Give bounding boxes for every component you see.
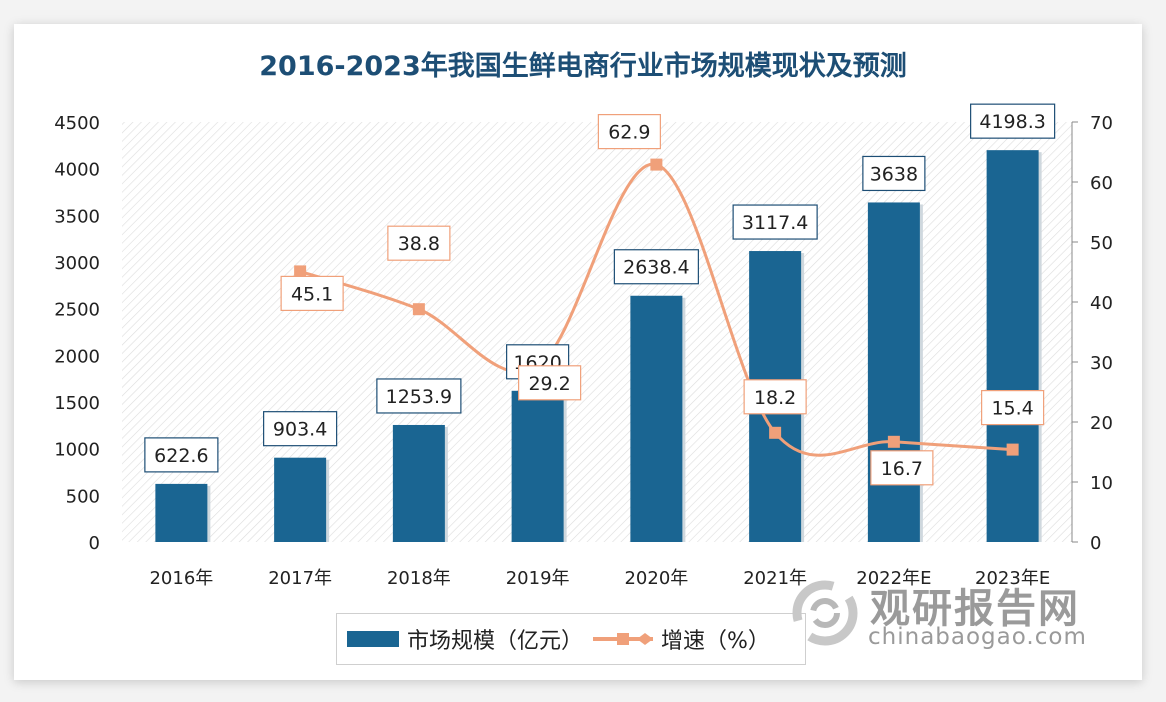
y-right-tick-label: 70 xyxy=(1090,113,1113,134)
bar-data-label: 3638 xyxy=(870,163,918,185)
bar-data-label: 903.4 xyxy=(273,419,327,441)
bar-data-label-box xyxy=(613,249,699,285)
line-point xyxy=(769,426,782,439)
line-data-label-box xyxy=(870,450,934,486)
line-data-label-box xyxy=(743,379,807,415)
chart-title: 2016-2023年我国生鲜电商行业市场规模现状及预测 xyxy=(259,51,907,82)
line-data-label-box xyxy=(597,113,661,150)
bar-data-label-box xyxy=(862,155,926,192)
line-data-label-box xyxy=(518,365,582,401)
line-point xyxy=(1006,443,1019,456)
bar xyxy=(392,424,445,542)
watermark-url: chinabaogao.com xyxy=(868,624,1087,650)
y-left-tick-label: 3000 xyxy=(54,253,100,274)
line-data-label-box xyxy=(387,225,451,261)
y-right-tick-label: 40 xyxy=(1090,293,1113,314)
x-tick-label: 2023年E xyxy=(975,568,1050,589)
bar-data-label-box xyxy=(144,437,219,473)
bar xyxy=(867,202,920,542)
y-left-tick-label: 4500 xyxy=(54,113,100,134)
bar-data-label-box xyxy=(970,103,1056,139)
line-data-label: 29.2 xyxy=(528,373,570,395)
bar xyxy=(630,295,683,542)
legend-line-label: 增速（%） xyxy=(661,629,770,654)
bar xyxy=(511,390,564,542)
bar xyxy=(274,457,327,542)
x-tick-label: 2020年 xyxy=(624,568,688,589)
x-tick-label: 2016年 xyxy=(149,568,213,589)
x-tick-label: 2019年 xyxy=(506,568,570,589)
line-data-label: 62.9 xyxy=(608,122,650,144)
bar xyxy=(986,150,1039,542)
line-point xyxy=(294,265,307,278)
line-data-label: 38.8 xyxy=(398,233,440,255)
line-data-label-box xyxy=(981,390,1045,426)
x-tick-label: 2022年E xyxy=(856,568,931,589)
y-left-tick-label: 0 xyxy=(89,533,100,554)
bar-data-label: 1253.9 xyxy=(386,386,452,408)
bar-data-label-box xyxy=(732,204,818,240)
legend-bar-label: 市场规模（亿元） xyxy=(407,629,584,654)
y-left-tick-label: 4000 xyxy=(54,160,100,181)
y-left-tick-label: 1000 xyxy=(54,440,100,461)
bar xyxy=(155,483,208,542)
y-left-tick-label: 1500 xyxy=(54,393,100,414)
line-data-label: 45.1 xyxy=(291,283,333,305)
watermark-name: 观研报告网 xyxy=(870,586,1080,632)
bar-data-label-box xyxy=(263,411,338,447)
y-right-tick-label: 0 xyxy=(1090,533,1101,554)
y-right-tick-label: 60 xyxy=(1090,173,1113,194)
line-data-label-box xyxy=(280,275,344,311)
y-right-tick-label: 20 xyxy=(1090,413,1113,434)
x-tick-label: 2017年 xyxy=(268,568,332,589)
y-left-tick-label: 2000 xyxy=(54,346,100,367)
bar-data-label: 4198.3 xyxy=(979,111,1045,133)
line-data-label: 15.4 xyxy=(991,398,1033,420)
y-right-tick-label: 50 xyxy=(1090,233,1113,254)
line-point xyxy=(412,303,425,316)
x-tick-label: 2018年 xyxy=(387,568,451,589)
legend-line-swatch xyxy=(593,633,654,645)
legend: 市场规模（亿元） 增速（%） xyxy=(336,613,806,665)
bar-data-label: 622.6 xyxy=(154,445,208,467)
legend-bar-swatch xyxy=(347,631,399,647)
bar-data-label-box xyxy=(376,378,462,414)
line-point xyxy=(650,158,663,171)
x-tick-label: 2021年 xyxy=(743,568,807,589)
watermark-swirl-icon xyxy=(792,580,858,646)
line-data-label: 18.2 xyxy=(754,387,796,409)
bar-data-label: 2638.4 xyxy=(623,257,689,279)
bar-data-label: 3117.4 xyxy=(742,212,808,234)
line-data-label: 16.7 xyxy=(881,458,923,480)
y-right-tick-label: 10 xyxy=(1090,473,1113,494)
line-point xyxy=(887,435,900,448)
y-left-tick-label: 3500 xyxy=(54,206,100,227)
y-left-tick-label: 2500 xyxy=(54,300,100,321)
y-left-tick-label: 500 xyxy=(66,486,100,507)
y-right-tick-label: 30 xyxy=(1090,353,1113,374)
